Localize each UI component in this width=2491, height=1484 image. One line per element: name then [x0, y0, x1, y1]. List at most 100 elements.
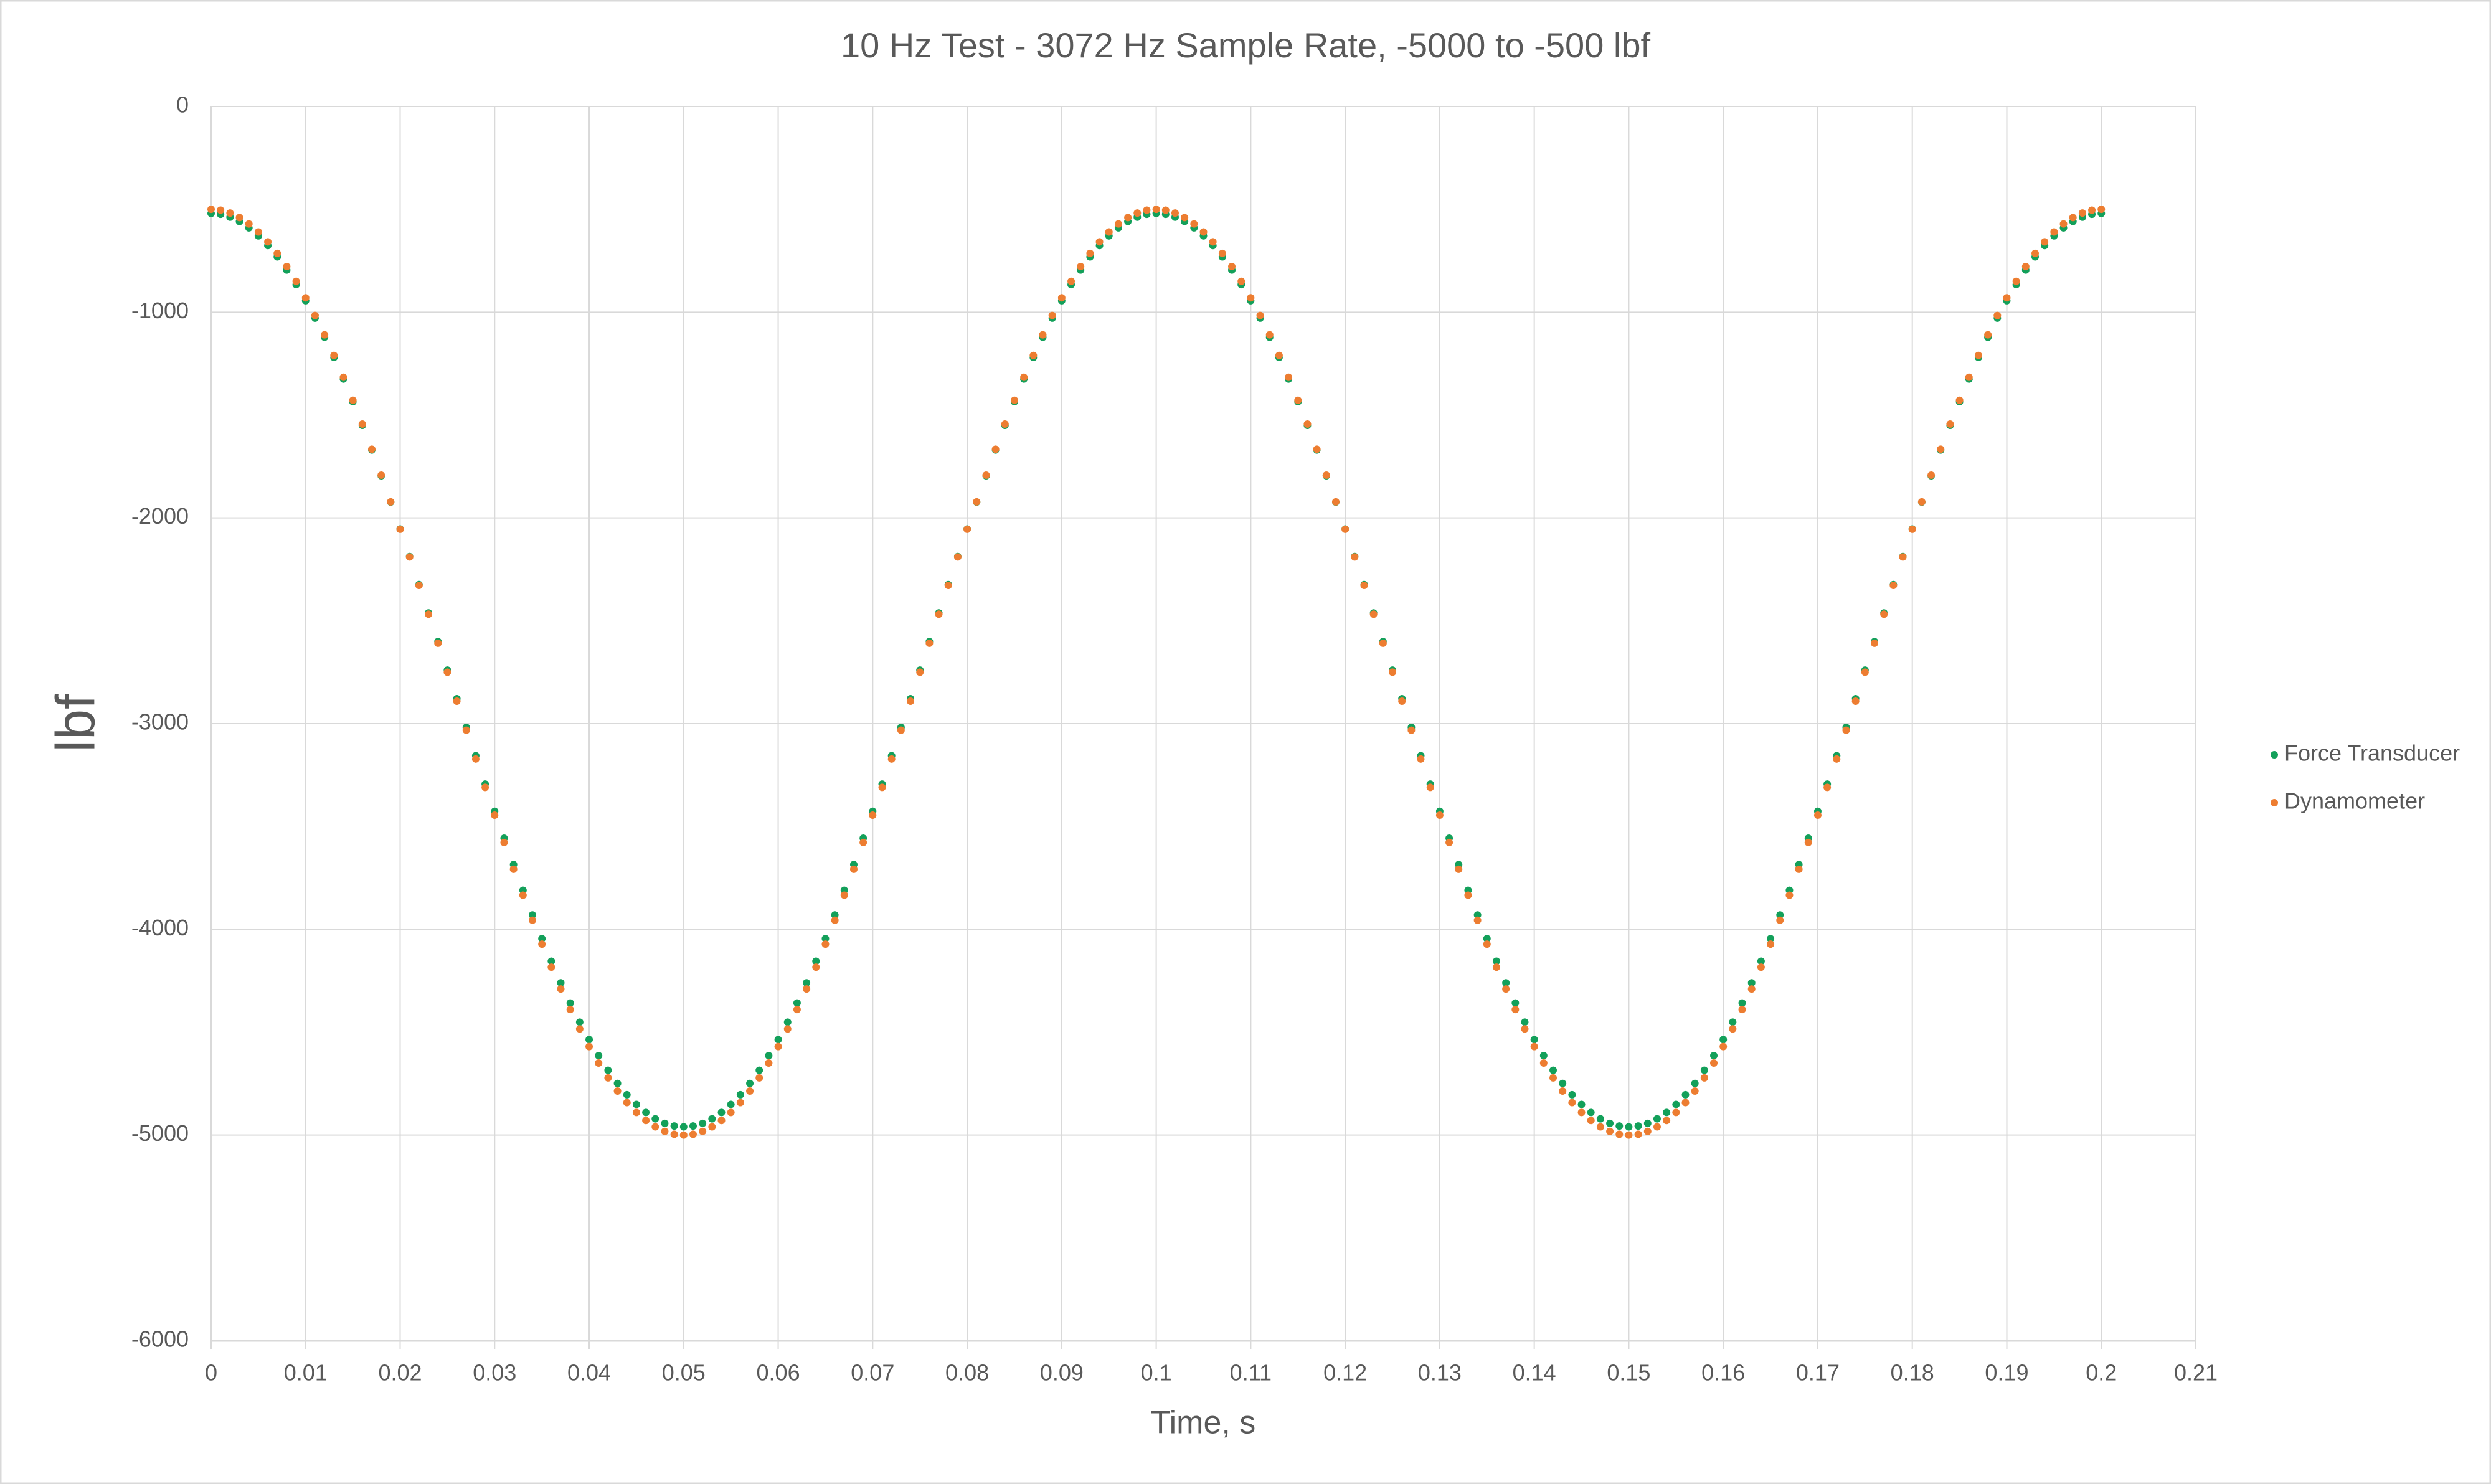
data-point [1473, 916, 1482, 924]
data-point [2088, 206, 2096, 214]
data-point [1861, 668, 1869, 676]
data-point [1823, 783, 1832, 792]
x-tick-label: 0 [205, 1360, 217, 1386]
data-point [226, 209, 234, 217]
data-point [1663, 1108, 1671, 1117]
data-point [1871, 639, 1879, 647]
data-point [1549, 1074, 1557, 1082]
data-point [793, 1006, 801, 1014]
data-point [1587, 1108, 1595, 1117]
x-tick-label: 0.21 [2174, 1360, 2218, 1386]
data-point [859, 838, 867, 846]
data-point [585, 1036, 593, 1044]
data-point [1492, 963, 1500, 971]
data-point [1672, 1100, 1680, 1108]
data-point [1643, 1119, 1652, 1127]
data-point [1653, 1115, 1661, 1123]
x-tick-label: 0.11 [1230, 1360, 1272, 1386]
data-point [1880, 610, 1888, 618]
data-point [264, 238, 272, 246]
data-point [708, 1123, 716, 1131]
data-point [1473, 911, 1482, 919]
data-point [2059, 220, 2068, 228]
x-tick-label: 0.13 [1418, 1360, 1462, 1386]
data-point [699, 1119, 707, 1127]
data-point [1209, 238, 1217, 246]
data-point [1143, 206, 1151, 214]
data-point [254, 228, 262, 236]
data-point [1341, 525, 1349, 533]
data-point [1663, 1117, 1671, 1125]
data-point [717, 1108, 726, 1117]
data-point [443, 668, 451, 676]
data-point [783, 1018, 792, 1026]
data-point [245, 220, 253, 228]
data-point [1757, 957, 1765, 965]
data-point [575, 1018, 584, 1026]
data-point [595, 1059, 603, 1067]
data-point [897, 726, 905, 734]
data-point [1625, 1123, 1633, 1131]
data-point [339, 373, 347, 381]
data-point [642, 1108, 650, 1117]
data-point [1955, 396, 1964, 404]
data-point [887, 755, 896, 763]
data-point [1190, 220, 1198, 228]
data-point [849, 865, 858, 873]
y-tick-label: -2000 [131, 503, 189, 529]
data-point [1502, 979, 1510, 987]
data-point [301, 294, 310, 302]
data-point [1615, 1122, 1624, 1130]
x-tick-label: 0.04 [567, 1360, 611, 1386]
data-point [1643, 1127, 1652, 1135]
data-point [471, 755, 480, 763]
data-point [2069, 214, 2077, 222]
data-point [1984, 331, 1992, 339]
data-point [935, 610, 943, 618]
data-point [1776, 911, 1784, 919]
data-point [925, 639, 934, 647]
y-tick-label: -1000 [131, 298, 189, 323]
data-point [2003, 294, 2011, 302]
data-point [1152, 206, 1160, 214]
data-point [1483, 935, 1491, 943]
data-point [1785, 891, 1794, 899]
data-point [273, 249, 281, 257]
data-point [661, 1127, 669, 1135]
data-point [1691, 1087, 1699, 1095]
data-point [708, 1115, 716, 1123]
data-point [575, 1025, 584, 1033]
data-point [1899, 553, 1907, 561]
data-point [1559, 1087, 1567, 1095]
data-point [1833, 755, 1841, 763]
data-point [1937, 445, 1945, 453]
data-point [670, 1122, 678, 1130]
data-point [831, 916, 839, 924]
x-tick-label: 0.18 [1891, 1360, 1934, 1386]
data-point [1511, 1006, 1520, 1014]
data-point [1634, 1130, 1642, 1138]
data-point [1199, 228, 1208, 236]
data-point [774, 1036, 782, 1044]
data-point [1568, 1090, 1576, 1099]
data-point [1559, 1079, 1567, 1087]
data-point [1776, 916, 1784, 924]
data-point [1606, 1119, 1614, 1127]
data-point [670, 1130, 678, 1138]
data-point [2041, 238, 2049, 246]
data-point [349, 396, 357, 404]
data-point [604, 1066, 612, 1074]
data-point [283, 262, 291, 270]
data-point [1700, 1074, 1708, 1082]
data-point [689, 1122, 697, 1130]
data-point [292, 277, 300, 285]
data-point [1171, 209, 1179, 217]
data-point [1351, 553, 1359, 561]
data-point [963, 525, 971, 533]
data-point [1294, 396, 1302, 404]
data-point [1842, 726, 1850, 734]
data-point [1539, 1059, 1548, 1067]
data-point [557, 979, 565, 987]
data-point [613, 1079, 622, 1087]
data-point [1710, 1052, 1718, 1060]
